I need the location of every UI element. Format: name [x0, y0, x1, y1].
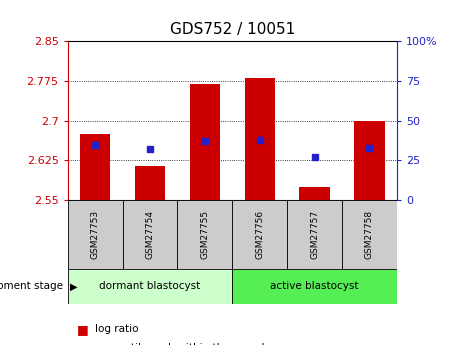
Text: GSM27757: GSM27757 [310, 210, 319, 259]
Text: active blastocyst: active blastocyst [270, 282, 359, 291]
Bar [123, 200, 177, 269]
Text: GSM27754: GSM27754 [146, 210, 154, 259]
Bar [177, 200, 232, 269]
Bar [287, 200, 342, 269]
Bar [354, 121, 385, 200]
Text: GSM27755: GSM27755 [200, 210, 209, 259]
Bar [342, 200, 397, 269]
Text: percentile rank within the sample: percentile rank within the sample [95, 344, 271, 345]
Bar [68, 269, 232, 304]
Bar [68, 200, 123, 269]
Bar [190, 84, 220, 200]
Title: GDS752 / 10051: GDS752 / 10051 [170, 22, 295, 38]
Text: GSM27758: GSM27758 [365, 210, 374, 259]
Bar [232, 269, 397, 304]
Bar [244, 78, 275, 200]
Bar [135, 166, 165, 200]
Text: development stage: development stage [0, 282, 63, 291]
Text: log ratio: log ratio [95, 325, 138, 334]
Text: dormant blastocyst: dormant blastocyst [99, 282, 201, 291]
Text: GSM27753: GSM27753 [91, 210, 100, 259]
Text: ■: ■ [77, 323, 88, 336]
Text: GSM27756: GSM27756 [255, 210, 264, 259]
Bar [299, 187, 330, 200]
Bar [80, 134, 110, 200]
Text: ▶: ▶ [70, 282, 78, 291]
Bar [232, 200, 287, 269]
Text: ■: ■ [77, 342, 88, 345]
